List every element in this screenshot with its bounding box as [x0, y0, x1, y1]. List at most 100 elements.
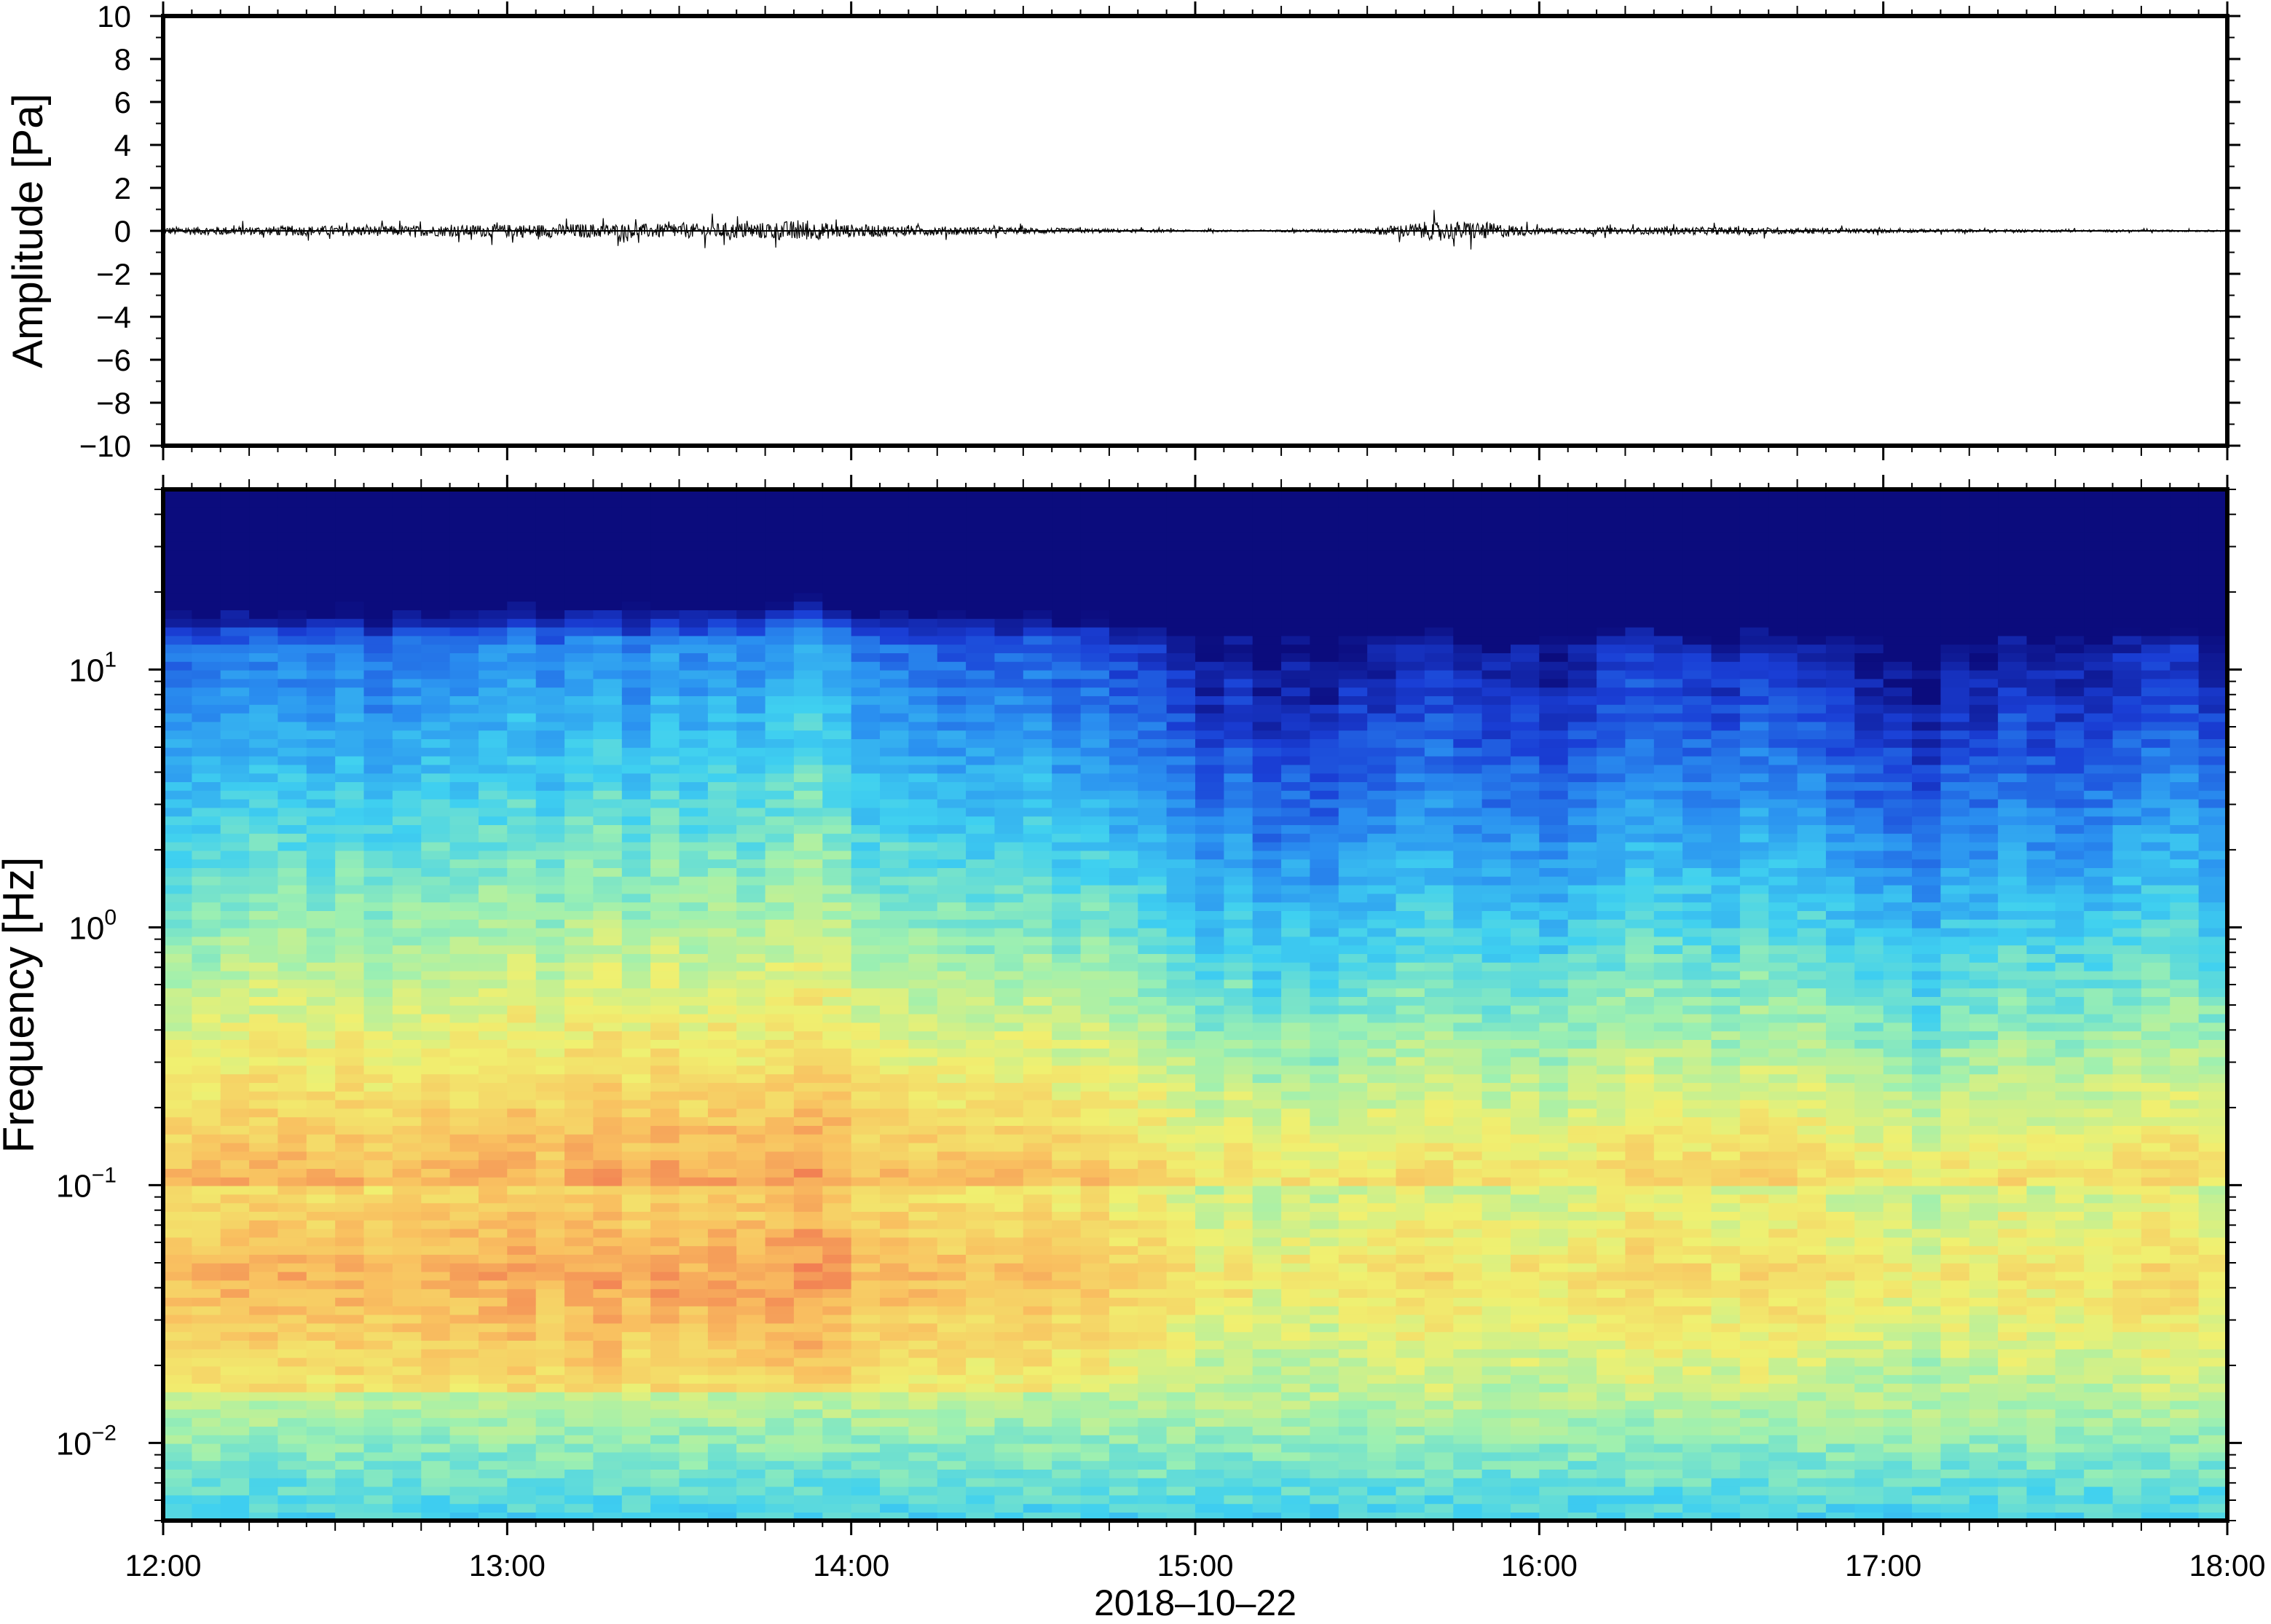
- spectrogram-cell: [535, 1151, 565, 1161]
- spectrogram-cell: [1080, 936, 1110, 946]
- spectrogram-cell: [363, 1383, 393, 1392]
- spectrogram-cell: [421, 953, 451, 963]
- spectrogram-cell: [507, 1125, 537, 1135]
- spectrogram-cell: [278, 695, 307, 705]
- spectrogram-cell: [1109, 1408, 1139, 1419]
- spectrogram-cell: [479, 1469, 508, 1478]
- spectrogram-cell: [1080, 524, 1110, 533]
- spectrogram-cell: [1052, 1228, 1082, 1238]
- spectrogram-cell: [363, 988, 393, 997]
- spectrogram-cell: [966, 884, 996, 894]
- spectrogram-cell: [306, 704, 336, 714]
- spectrogram-cell: [1252, 1271, 1282, 1281]
- spectrogram-cell: [163, 781, 193, 791]
- spectrogram-cell: [1109, 1168, 1139, 1178]
- spectrogram-cell: [220, 945, 250, 954]
- spectrogram-cell: [1224, 1280, 1253, 1290]
- spectrogram-cell: [507, 953, 537, 963]
- spectrogram-cell: [822, 1022, 852, 1032]
- spectrogram-cell: [1080, 653, 1110, 662]
- spectrogram-cell: [880, 497, 910, 508]
- spectrogram-cell: [621, 558, 651, 567]
- spectrogram-cell: [1052, 876, 1082, 886]
- spectrogram-cell: [1052, 1494, 1082, 1505]
- spectrogram-cell: [192, 919, 221, 929]
- spectrogram-cell: [363, 712, 393, 722]
- spectrogram-cell: [793, 1314, 824, 1324]
- spectrogram-cell: [1224, 773, 1253, 782]
- spectrogram-cell: [1109, 1365, 1139, 1376]
- waveform-y-tick-label: −4: [96, 300, 131, 334]
- spectrogram-cell: [1138, 1168, 1168, 1178]
- spectrogram-cell: [736, 1478, 766, 1487]
- spectrogram-cell: [278, 712, 307, 722]
- spectrogram-cell: [535, 1460, 565, 1470]
- spectrogram-cell: [937, 798, 967, 808]
- spectrogram-cell: [535, 1013, 565, 1023]
- spectrogram-cell: [593, 1263, 623, 1272]
- spectrogram-cell: [736, 653, 766, 662]
- spectrogram-cell: [593, 1486, 623, 1496]
- spectrogram-cell: [1080, 1013, 1110, 1023]
- spectrogram-cell: [249, 910, 279, 920]
- spectrogram-cell: [449, 1202, 479, 1212]
- spectrogram-cell: [707, 1099, 738, 1109]
- spectrogram-cell: [1195, 1486, 1225, 1496]
- spectrogram-cell: [1138, 1125, 1168, 1135]
- spectrogram-cell: [1052, 1099, 1082, 1109]
- spectrogram-cell: [1166, 635, 1196, 645]
- spectrogram-cell: [621, 540, 651, 551]
- spectrogram-cell: [1252, 738, 1282, 748]
- spectrogram-cell: [363, 1202, 393, 1212]
- spectrogram-cell: [479, 764, 508, 774]
- spectrogram-cell: [249, 524, 279, 533]
- spectrogram-cell: [593, 1082, 623, 1092]
- spectrogram-cell: [335, 850, 365, 860]
- spectrogram-cell: [679, 884, 709, 894]
- spectrogram-cell: [650, 1151, 680, 1161]
- spectrogram-cell: [1166, 1039, 1196, 1049]
- spectrogram-cell: [192, 988, 221, 997]
- spectrogram-cell: [1224, 996, 1253, 1006]
- spectrogram-cell: [1252, 1228, 1282, 1238]
- spectrogram-cell: [736, 738, 766, 748]
- spectrogram-cell: [851, 773, 881, 782]
- spectrogram-cell: [421, 1108, 451, 1118]
- spectrogram-cell: [1080, 1082, 1110, 1092]
- spectrogram-cell: [1224, 764, 1253, 774]
- spectrogram-cell: [363, 824, 393, 834]
- spectrogram-cell: [908, 712, 938, 722]
- spectrogram-cell: [192, 1435, 221, 1444]
- spectrogram-cell: [880, 919, 910, 929]
- spectrogram-cell: [1023, 712, 1052, 722]
- spectrogram-cell: [278, 1357, 307, 1367]
- spectrogram-cell: [1281, 859, 1311, 868]
- spectrogram-cell: [908, 1443, 938, 1453]
- spectrogram-cell: [621, 730, 651, 739]
- spectrogram-cell: [392, 1323, 422, 1333]
- spectrogram-cell: [335, 1073, 365, 1083]
- spectrogram-cell: [363, 781, 393, 791]
- spectrogram-cell: [1080, 635, 1110, 645]
- spectrogram-cell: [1281, 1288, 1311, 1298]
- spectrogram-cell: [593, 1435, 623, 1444]
- spectrogram-cell: [1252, 1202, 1282, 1212]
- spectrogram-cell: [1166, 1323, 1196, 1333]
- spectrogram-cell: [1281, 798, 1311, 808]
- spectrogram-cell: [966, 859, 996, 868]
- spectrogram-cell: [1195, 644, 1225, 653]
- spectrogram-cell: [1195, 1374, 1225, 1384]
- spectrogram-cell: [1224, 1245, 1253, 1255]
- spectrogram-cell: [392, 653, 422, 662]
- spectrogram-cell: [1109, 970, 1139, 980]
- spectrogram-cell: [994, 764, 1024, 774]
- spectrogram-cell: [1080, 1408, 1110, 1419]
- spectrogram-cell: [937, 1116, 967, 1126]
- spectrogram-cell: [449, 730, 479, 739]
- spectrogram-cell: [392, 1443, 422, 1453]
- spectrogram-cell: [736, 1331, 766, 1341]
- spectrogram-cell: [1023, 910, 1052, 920]
- spectrogram-cell: [1023, 1460, 1052, 1470]
- spectrogram-cell: [621, 1306, 651, 1315]
- spectrogram-cell: [736, 1460, 766, 1470]
